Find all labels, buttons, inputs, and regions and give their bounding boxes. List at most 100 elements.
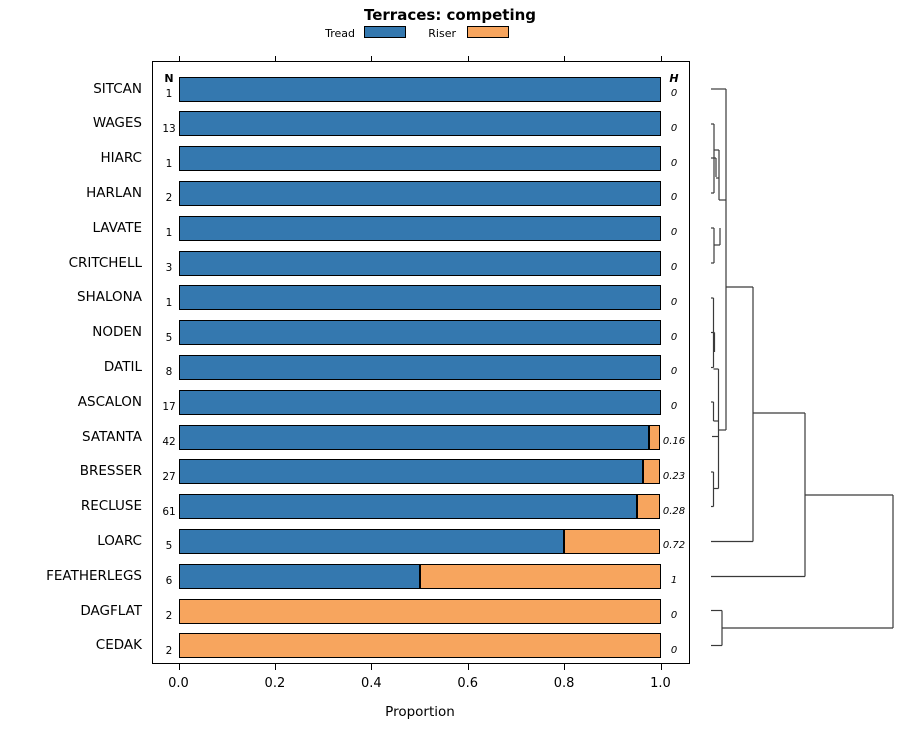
top-axis-tick (371, 56, 373, 61)
legend-label-tread: Tread (325, 27, 355, 40)
h-value-critchell: 0 (670, 262, 678, 273)
bar-segment-tread-harlan (178, 180, 661, 206)
n-value-datil: 8 (165, 366, 173, 379)
h-value-datil: 0 (670, 366, 678, 378)
n-value-ascalon: 17 (162, 401, 176, 414)
bar-segment-riser-recluse (636, 494, 661, 520)
row-label-datil: DATIL (103, 358, 142, 375)
n-value-loarc: 5 (165, 540, 173, 553)
n-value-dagflat: 2 (165, 610, 173, 622)
n-value-satanta: 42 (162, 436, 176, 448)
n-value-noden: 5 (165, 331, 173, 344)
chart-title: Terraces: competing (363, 6, 537, 24)
bar-segment-riser-dagflat (178, 598, 661, 624)
h-value-harlan: 0 (670, 192, 678, 204)
row-label-loarc: LOARC (97, 532, 142, 549)
h-value-cedak: 0 (670, 644, 678, 656)
bar-segment-riser-loarc (564, 528, 661, 554)
bar-segment-tread-wages (178, 111, 661, 137)
top-axis-tick (564, 56, 566, 61)
top-axis-tick (178, 56, 180, 61)
h-value-featherlegs: 1 (670, 575, 678, 587)
x-tick-label-0.2: 0.2 (264, 676, 286, 691)
x-axis-title: Proportion (385, 704, 455, 720)
x-tick-label-1.0: 1.0 (650, 676, 671, 691)
h-value-bresser: 0.23 (662, 470, 686, 482)
n-value-bresser: 27 (162, 470, 176, 483)
row-label-dagflat: DAGFLAT (80, 602, 142, 619)
row-label-sitcan: SITCAN (93, 80, 142, 97)
row-label-satanta: SATANTA (82, 428, 142, 445)
bar-segment-tread-shalona (178, 285, 661, 311)
legend-swatch-riser-icon (467, 26, 509, 38)
bar-segment-tread-datil (178, 354, 661, 380)
bar-segment-tread-lavate (178, 215, 661, 241)
n-value-lavate: 1 (165, 227, 173, 240)
bottom-axis-tick (467, 664, 469, 670)
n-value-harlan: 2 (165, 192, 173, 205)
n-value-critchell: 3 (165, 262, 173, 274)
dendrogram (711, 88, 894, 647)
h-value-shalona: 0 (670, 296, 678, 308)
n-value-featherlegs: 6 (165, 575, 173, 588)
n-column-header: N (164, 72, 174, 85)
bar-segment-tread-satanta (178, 424, 649, 450)
n-value-sitcan: 1 (165, 88, 173, 100)
h-value-sitcan: 0 (670, 88, 678, 99)
bar-segment-riser-satanta (648, 424, 661, 450)
bar-segment-tread-recluse (178, 494, 637, 520)
bottom-axis-tick (564, 664, 566, 670)
row-label-featherlegs: FEATHERLEGS (46, 567, 142, 584)
bar-segment-riser-cedak (178, 633, 661, 659)
top-axis-tick (467, 56, 469, 61)
x-tick-label-0.8: 0.8 (553, 676, 575, 691)
row-label-recluse: RECLUSE (80, 498, 142, 515)
n-value-wages: 13 (162, 122, 176, 135)
row-label-bresser: BRESSER (79, 463, 142, 480)
bottom-axis-tick (660, 664, 662, 670)
bar-segment-riser-bresser (642, 459, 661, 485)
row-label-shalona: SHALONA (77, 289, 142, 306)
h-value-hiarc: 0 (670, 157, 678, 169)
bar-segment-tread-loarc (178, 528, 565, 554)
bottom-axis-tick (274, 664, 276, 670)
h-value-satanta: 0.16 (662, 436, 686, 447)
row-label-lavate: LAVATE (92, 219, 142, 236)
x-tick-label-0.4: 0.4 (360, 676, 382, 691)
row-label-cedak: CEDAK (95, 637, 142, 654)
bar-segment-tread-bresser (178, 459, 643, 485)
n-value-hiarc: 1 (165, 157, 173, 170)
h-value-recluse: 0.28 (662, 505, 686, 517)
legend-label-riser: Riser (428, 27, 456, 40)
x-tick-label-0.6: 0.6 (457, 676, 479, 691)
h-value-noden: 0 (670, 331, 678, 343)
n-value-shalona: 1 (165, 296, 173, 309)
x-tick-label-0.0: 0.0 (168, 676, 189, 691)
h-value-wages: 0 (670, 122, 678, 134)
h-value-loarc: 0.72 (662, 540, 686, 552)
row-label-hiarc: HIARC (100, 150, 142, 167)
bottom-axis-tick (371, 664, 373, 670)
h-value-ascalon: 0 (670, 401, 678, 413)
bar-segment-tread-noden (178, 320, 661, 346)
row-label-ascalon: ASCALON (77, 393, 142, 410)
row-label-noden: NODEN (92, 324, 142, 341)
top-axis-tick (660, 56, 662, 61)
h-column-header: H (669, 72, 679, 85)
bar-segment-riser-featherlegs (419, 563, 661, 589)
legend-swatch-tread-icon (364, 26, 406, 38)
h-value-lavate: 0 (670, 227, 678, 239)
bar-segment-tread-hiarc (178, 146, 661, 172)
bar-segment-tread-sitcan (178, 76, 661, 102)
h-value-dagflat: 0 (670, 610, 678, 621)
top-axis-tick (274, 56, 276, 61)
n-value-recluse: 61 (162, 505, 176, 518)
bar-segment-tread-critchell (178, 250, 661, 276)
n-value-cedak: 2 (165, 644, 173, 657)
row-label-harlan: HARLAN (86, 184, 142, 201)
bar-segment-tread-featherlegs (178, 563, 420, 589)
row-label-critchell: CRITCHELL (68, 254, 142, 271)
bottom-axis-tick (178, 664, 180, 670)
row-label-wages: WAGES (92, 115, 142, 132)
